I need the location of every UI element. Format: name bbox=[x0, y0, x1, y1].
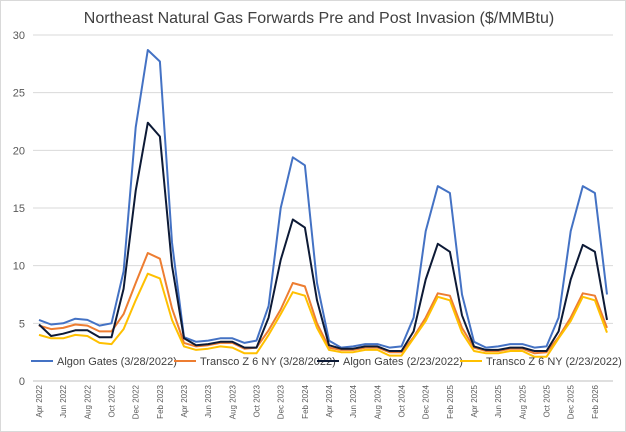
chart-title: Northeast Natural Gas Forwards Pre and P… bbox=[84, 10, 554, 27]
x-tick-label: Feb 2023 bbox=[156, 384, 165, 418]
x-tick-label: Jun 2022 bbox=[59, 384, 68, 417]
gridlines bbox=[33, 34, 613, 324]
y-tick-label: 25 bbox=[13, 88, 25, 100]
x-tick-label: Dec 2022 bbox=[132, 384, 141, 419]
legend-label: Transco Z 6 NY (3/28/2022) bbox=[200, 356, 336, 368]
x-tick-label: Oct 2022 bbox=[108, 384, 117, 417]
x-tick-label: Aug 2025 bbox=[518, 384, 527, 419]
x-tick-label: Feb 2025 bbox=[446, 384, 455, 418]
x-tick-label: Jun 2024 bbox=[349, 384, 358, 417]
x-tick-label: Jun 2025 bbox=[494, 384, 503, 417]
y-tick-label: 5 bbox=[19, 318, 25, 330]
legend-label: Transco Z 6 NY (2/23/2022) bbox=[486, 356, 622, 368]
series-line bbox=[38, 121, 608, 352]
series-line bbox=[38, 49, 608, 349]
x-tick-label: Apr 2025 bbox=[470, 384, 479, 417]
x-tick-label: Oct 2025 bbox=[543, 384, 552, 417]
y-tick-label: 0 bbox=[19, 376, 25, 388]
x-tick-label: Apr 2022 bbox=[35, 384, 44, 417]
y-tick-label: 15 bbox=[13, 203, 25, 215]
x-axis-ticks: Apr 2022 Jun 2022 Aug 2022 Oct 2022 Dec 2022… bbox=[35, 384, 600, 419]
x-tick-label: Oct 2024 bbox=[398, 384, 407, 417]
y-tick-label: 10 bbox=[13, 261, 25, 273]
x-tick-label: Aug 2022 bbox=[83, 384, 92, 419]
legend-label: Algon Gates (2/23/2022) bbox=[343, 356, 463, 368]
y-tick-label: 20 bbox=[13, 145, 25, 157]
series-line bbox=[38, 252, 608, 355]
series-line bbox=[38, 272, 608, 358]
x-tick-label: Dec 2024 bbox=[422, 384, 431, 419]
y-axis-ticks: 0 5 10 15 20 25 30 bbox=[13, 30, 25, 388]
legend: Algon Gates (3/28/2022) Transco Z 6 NY (3… bbox=[31, 356, 622, 368]
x-tick-label: Aug 2023 bbox=[228, 384, 237, 419]
y-tick-label: 30 bbox=[13, 30, 25, 42]
x-tick-label: Aug 2024 bbox=[373, 384, 382, 419]
series-lines bbox=[38, 49, 608, 358]
x-tick-label: Jun 2023 bbox=[204, 384, 213, 417]
x-tick-label: Feb 2024 bbox=[301, 384, 310, 418]
x-tick-label: Dec 2025 bbox=[567, 384, 576, 419]
x-tick-label: Oct 2023 bbox=[253, 384, 262, 417]
x-tick-label: Dec 2023 bbox=[277, 384, 286, 419]
x-tick-label: Apr 2024 bbox=[325, 384, 334, 417]
x-tick-label: Apr 2023 bbox=[180, 384, 189, 417]
legend-label: Algon Gates (3/28/2022) bbox=[57, 356, 177, 368]
x-tick-label: Feb 2026 bbox=[591, 384, 600, 418]
